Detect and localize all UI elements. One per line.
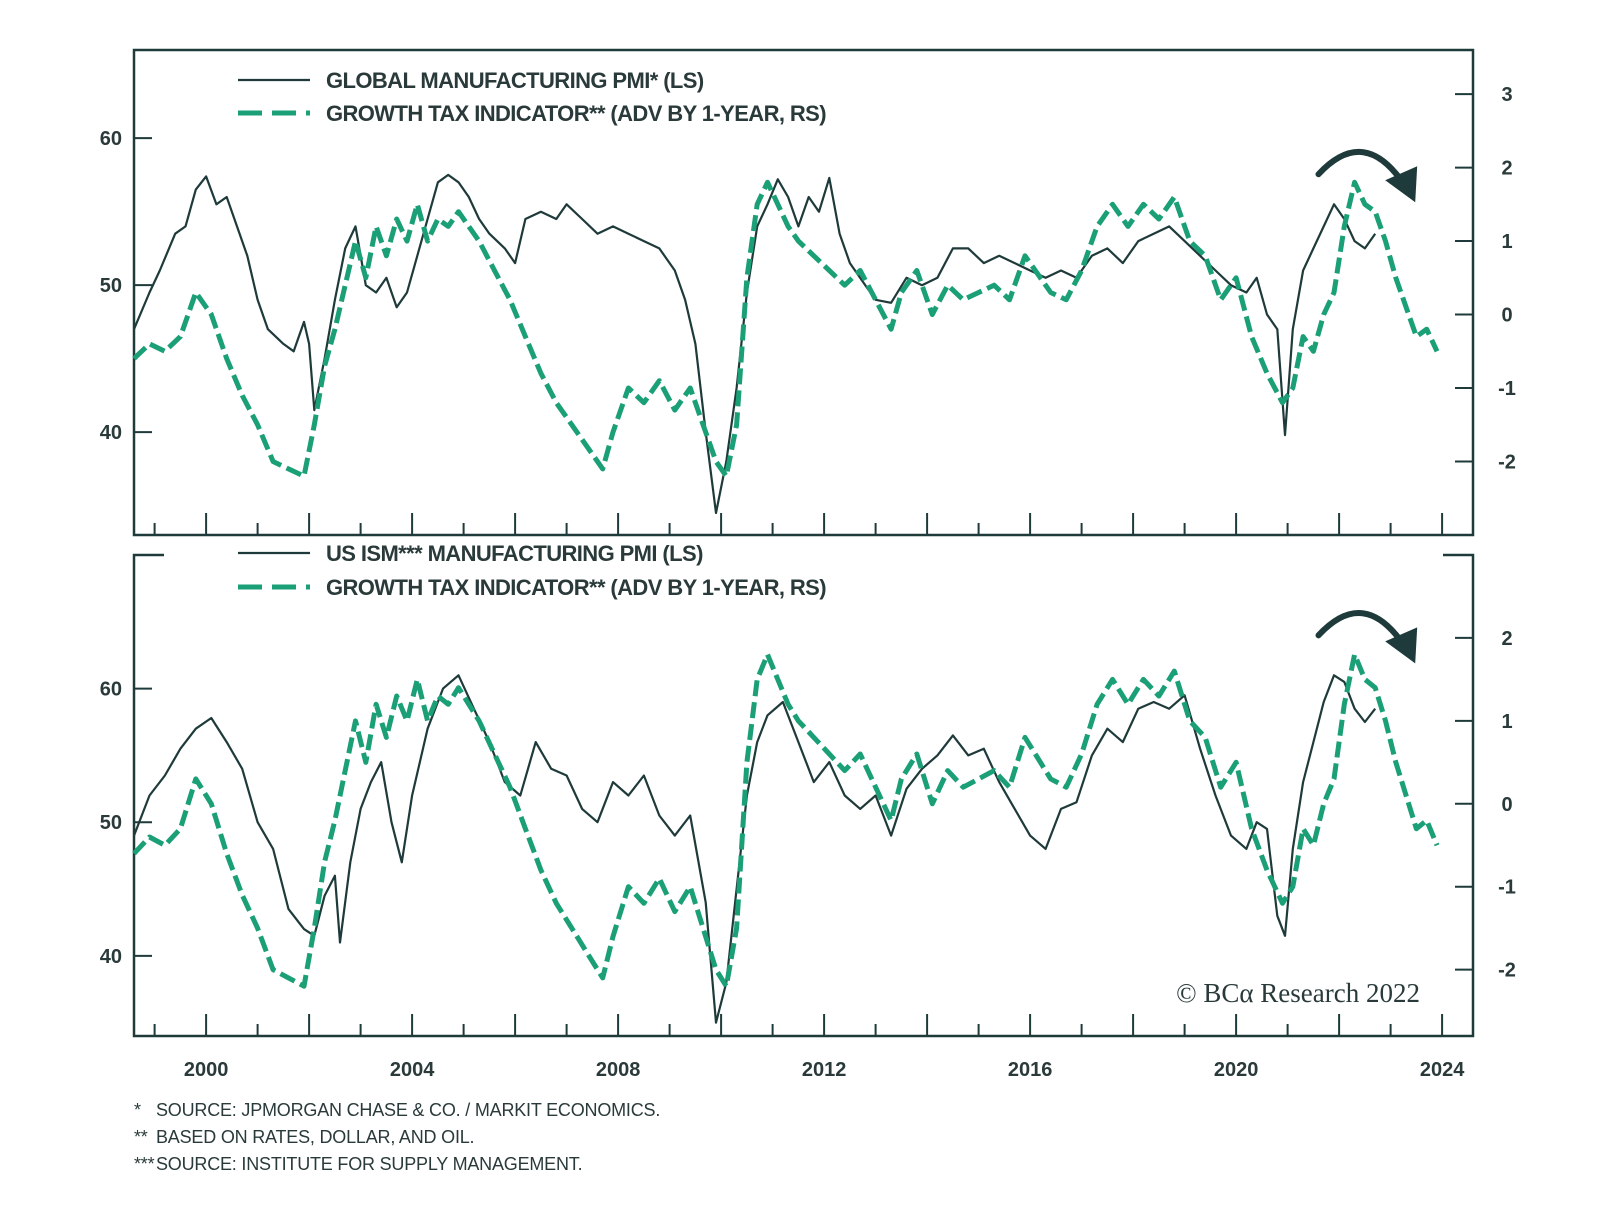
left-tick-label: 40 bbox=[100, 422, 122, 444]
curved-arrow-icon bbox=[1315, 149, 1409, 190]
right-tick-label: -2 bbox=[1498, 960, 1516, 982]
growth-tax-series-line bbox=[132, 652, 1440, 989]
x-tick-label: 2024 bbox=[1420, 1059, 1465, 1081]
right-tick-label: 2 bbox=[1501, 628, 1512, 650]
arrow-head-icon bbox=[1385, 627, 1418, 664]
footnote-2-mark: ** bbox=[134, 1127, 148, 1147]
arrow-head-icon bbox=[1385, 166, 1418, 203]
right-tick-label: -1 bbox=[1498, 877, 1516, 899]
left-tick-label: 60 bbox=[100, 679, 122, 701]
x-tick-label: 2020 bbox=[1214, 1059, 1259, 1081]
left-tick-label: 50 bbox=[100, 275, 122, 297]
footnote-2-text: BASED ON RATES, DOLLAR, AND OIL. bbox=[156, 1127, 475, 1147]
legend-label: GROWTH TAX INDICATOR** (ADV BY 1-YEAR, R… bbox=[326, 575, 826, 600]
footnote-3: ***SOURCE: INSTITUTE FOR SUPPLY MANAGEME… bbox=[134, 1154, 583, 1175]
panel-2-frame bbox=[132, 553, 1475, 1038]
footnote-1-mark: * bbox=[134, 1100, 141, 1120]
footnote-1: * SOURCE: JPMORGAN CHASE & CO. / MARKIT E… bbox=[134, 1100, 660, 1121]
right-tick-label: 3 bbox=[1501, 84, 1512, 106]
legend-label: US ISM*** MANUFACTURING PMI (LS) bbox=[326, 541, 703, 566]
right-tick-label: -1 bbox=[1498, 378, 1516, 400]
growth-tax-series-line bbox=[132, 179, 1440, 479]
x-tick-label: 2016 bbox=[1008, 1059, 1053, 1081]
legend-label: GROWTH TAX INDICATOR** (ADV BY 1-YEAR, R… bbox=[326, 101, 826, 126]
footnote-1-text: SOURCE: JPMORGAN CHASE & CO. / MARKIT EC… bbox=[156, 1100, 661, 1120]
x-tick-label: 2012 bbox=[802, 1059, 847, 1081]
left-tick-label: 50 bbox=[100, 812, 122, 834]
footnote-2: ** BASED ON RATES, DOLLAR, AND OIL. bbox=[134, 1127, 475, 1148]
footnote-3-text: SOURCE: INSTITUTE FOR SUPPLY MANAGEMENT. bbox=[156, 1154, 583, 1174]
right-tick-label: 0 bbox=[1501, 794, 1512, 816]
left-tick-label: 40 bbox=[100, 946, 122, 968]
x-tick-label: 2004 bbox=[390, 1059, 435, 1081]
right-tick-label: 2 bbox=[1501, 158, 1512, 180]
copyright-text: © BCα Research 2022 bbox=[1176, 978, 1420, 1008]
panel-1-frame bbox=[132, 48, 1475, 537]
curved-arrow-icon bbox=[1315, 610, 1409, 651]
x-tick-label: 2000 bbox=[184, 1059, 229, 1081]
legend-label: GLOBAL MANUFACTURING PMI* (LS) bbox=[326, 68, 704, 93]
right-tick-label: 1 bbox=[1501, 231, 1512, 253]
x-tick-label: 2008 bbox=[596, 1059, 641, 1081]
footnote-3-mark: *** bbox=[134, 1154, 155, 1174]
right-tick-label: 0 bbox=[1501, 305, 1512, 327]
left-tick-label: 60 bbox=[100, 128, 122, 150]
right-tick-label: -2 bbox=[1498, 452, 1516, 474]
right-tick-label: 1 bbox=[1501, 711, 1512, 733]
pmi-series-line bbox=[132, 674, 1377, 1024]
